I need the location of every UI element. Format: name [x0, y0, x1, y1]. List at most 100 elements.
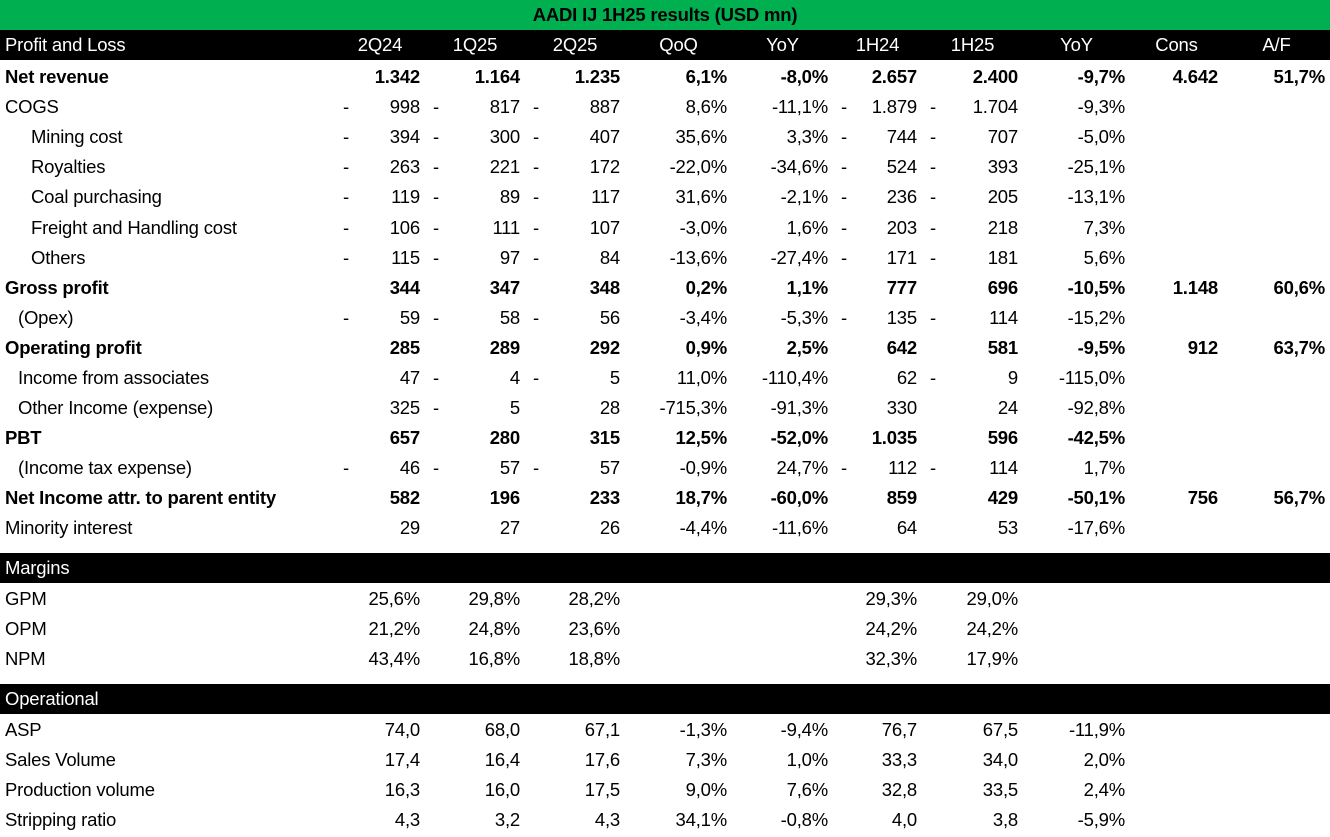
table-cell: 2.400	[972, 66, 1018, 88]
row-label: (Income tax expense)	[18, 457, 192, 479]
table-cell: -11,9%	[1068, 719, 1125, 741]
table-cell: -9,3%	[1077, 96, 1126, 118]
table-cell: -1,3%	[679, 719, 728, 741]
column-header-qoq-3: QoQ	[659, 34, 698, 55]
table-row: Freight and Handling cost 106111107 -3,0% 1…	[0, 212, 1330, 242]
operational-section: ASP 74,0 68,0 67,1 -1,3% -9,4% 76,7 67,5 -11,9% S…	[0, 715, 1330, 835]
table-cell: -15,2%	[1067, 306, 1126, 328]
table-cell: 34,1%	[675, 809, 728, 831]
table-row: OPM 21,2% 24,8% 23,6% 24,2% 24,2%	[0, 614, 1330, 644]
table-cell: 1.235	[574, 66, 620, 88]
table-cell: 34,0	[982, 749, 1018, 771]
table-cell: 280	[489, 427, 520, 449]
table-cell: 9	[922, 367, 1023, 389]
table-row: COGS 998817887 8,6% -11,1%1.8791.704 -9,3%	[0, 92, 1330, 122]
column-header-1h24-5: 1H24	[855, 34, 900, 55]
table-cell: 3,8	[992, 809, 1018, 831]
table-cell: -4,4%	[679, 517, 728, 539]
table-cell: 203	[833, 217, 922, 239]
row-label: Others	[31, 246, 86, 268]
table-cell: 330	[886, 397, 917, 419]
table-cell: 1,0%	[786, 749, 829, 771]
table-cell: -3,0%	[679, 216, 728, 238]
table-cell: -42,5%	[1067, 427, 1126, 449]
table-cell: -9,7%	[1077, 66, 1126, 88]
table-cell: 76,7	[881, 719, 917, 741]
table-cell: 33,5	[982, 779, 1018, 801]
table-cell: 53	[997, 517, 1018, 539]
table-cell: -92,8%	[1067, 397, 1126, 419]
profit-and-loss-section: Net revenue 1.342 1.164 1.235 6,1% -8,0% 2.657…	[0, 62, 1330, 544]
table-cell: 998	[335, 96, 425, 118]
table-cell: 3,3%	[786, 126, 829, 148]
row-label: Mining cost	[31, 126, 123, 148]
row-label: Income from associates	[18, 366, 209, 388]
table-cell: 707	[922, 126, 1023, 148]
table-cell: 4	[425, 367, 525, 389]
table-cell: 1,6%	[786, 216, 829, 238]
table-row: Net Income attr. to parent entity 582 196 2…	[0, 483, 1330, 513]
table-cell: 300	[425, 126, 525, 148]
table-cell: -2,1%	[780, 186, 829, 208]
row-label: (Opex)	[18, 306, 74, 328]
table-cell: 33,3	[881, 749, 917, 771]
table-cell: 4.642	[1172, 66, 1218, 88]
row-label: Sales Volume	[5, 749, 116, 771]
table-cell: 8,6%	[685, 96, 728, 118]
table-cell: -5,0%	[1077, 126, 1126, 148]
table-cell: 196	[489, 487, 520, 509]
row-label: ASP	[5, 719, 42, 741]
section-label-operational: Operational	[5, 688, 99, 709]
table-cell: 233	[589, 487, 620, 509]
table-cell: 64	[896, 517, 917, 539]
table-cell: 263	[335, 156, 425, 178]
table-row: Gross profit 344 347 348 0,2% 1,1% 777 696 -10,5…	[0, 273, 1330, 303]
table-cell: 114	[922, 307, 1023, 329]
table-cell: -50,1%	[1067, 487, 1126, 509]
table-cell: 107	[525, 217, 625, 239]
table-cell: 642	[886, 336, 917, 358]
row-label: Other Income (expense)	[18, 397, 214, 419]
row-label: Minority interest	[5, 517, 133, 539]
table-cell: 16,3	[384, 779, 420, 801]
operational-header: Operational	[0, 684, 1330, 714]
table-cell: -17,6%	[1067, 517, 1126, 539]
table-cell: 744	[833, 126, 922, 148]
table-cell: -91,3%	[770, 397, 829, 419]
table-row: (Income tax expense)465757-0,9%24,7%1121…	[0, 453, 1330, 483]
table-row: PBT 657 280 315 12,5% -52,0% 1.035 596 -42,5%	[0, 423, 1330, 453]
table-cell: 24,8%	[468, 618, 521, 640]
table-cell: 205	[922, 186, 1023, 208]
table-cell: 24,2%	[966, 618, 1019, 640]
table-cell: 1.342	[374, 66, 420, 88]
table-cell: 112	[833, 457, 922, 479]
table-cell: 2,0%	[1083, 749, 1126, 771]
table-cell: -0,9%	[679, 457, 728, 479]
column-header-row: Profit and Loss 2Q24 1Q25 2Q25 QoQ YoY 1H24 1H…	[0, 30, 1330, 60]
table-cell: 43,4%	[368, 648, 421, 670]
table-cell: 696	[987, 276, 1018, 298]
row-label: Royalties	[31, 156, 106, 178]
table-cell: 60,6%	[1273, 276, 1326, 298]
table-cell: 57	[425, 457, 525, 479]
table-row: Mining cost 394300407 35,6% 3,3%744707 -5,0%	[0, 122, 1330, 152]
table-cell: 28,2%	[568, 588, 621, 610]
table-cell: 912	[1187, 336, 1218, 358]
table-cell: 17,6	[584, 749, 620, 771]
table-cell: 58	[425, 307, 525, 329]
table-cell: 29	[399, 517, 420, 539]
table-row: Net revenue 1.342 1.164 1.235 6,1% -8,0% 2.657…	[0, 62, 1330, 92]
table-title-bar: AADI IJ 1H25 results (USD mn)	[0, 0, 1330, 30]
table-cell: 25,6%	[368, 588, 421, 610]
table-cell: 7,3%	[685, 749, 728, 771]
table-cell: 74,0	[384, 719, 420, 741]
table-cell: 347	[489, 276, 520, 298]
column-header-cons-8: Cons	[1155, 34, 1198, 55]
table-cell: 23,6%	[568, 618, 621, 640]
table-cell: 181	[922, 247, 1023, 269]
column-header-yoy-4: YoY	[766, 34, 799, 55]
table-cell: 68,0	[484, 719, 520, 741]
table-cell: 16,8%	[468, 648, 521, 670]
row-label: Coal purchasing	[31, 186, 162, 208]
table-cell: 2,4%	[1083, 779, 1126, 801]
